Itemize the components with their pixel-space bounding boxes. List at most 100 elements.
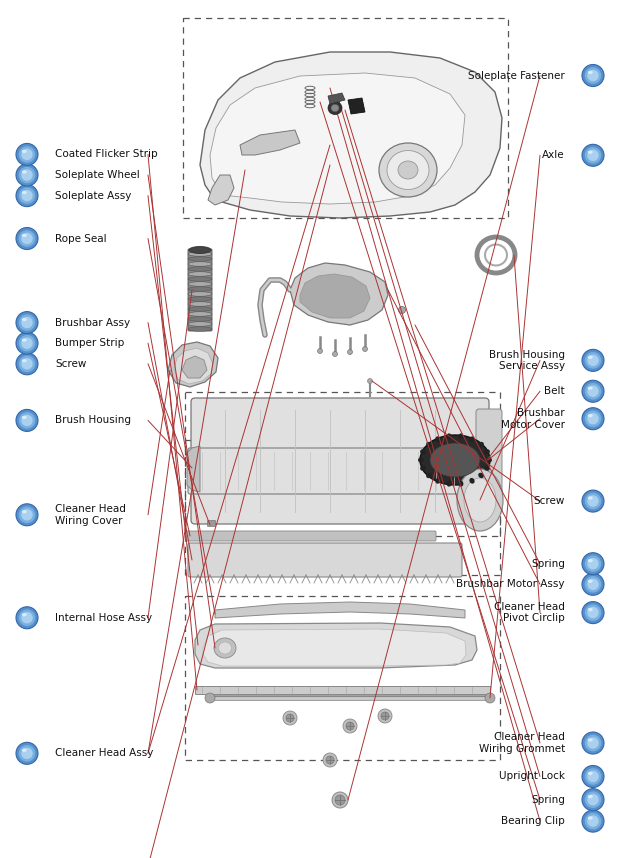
Circle shape — [587, 413, 599, 425]
Text: Brush Housing
Service Assy: Brush Housing Service Assy — [489, 349, 565, 372]
Ellipse shape — [588, 579, 593, 583]
Ellipse shape — [188, 327, 212, 331]
Ellipse shape — [188, 262, 212, 266]
Text: Brushbar
Motor Cover: Brushbar Motor Cover — [501, 408, 565, 430]
Ellipse shape — [328, 101, 342, 114]
Circle shape — [19, 355, 35, 372]
Text: Upright Lock: Upright Lock — [499, 771, 565, 782]
Text: Axle: Axle — [542, 150, 565, 160]
Circle shape — [21, 612, 33, 624]
FancyBboxPatch shape — [188, 249, 212, 331]
Circle shape — [587, 607, 599, 619]
Text: Soleplate Assy: Soleplate Assy — [55, 190, 131, 201]
Ellipse shape — [464, 478, 496, 522]
Circle shape — [587, 737, 599, 749]
Circle shape — [21, 148, 33, 160]
Text: Screw: Screw — [55, 359, 86, 369]
Circle shape — [205, 693, 215, 703]
Circle shape — [585, 410, 601, 427]
Ellipse shape — [379, 143, 437, 197]
Polygon shape — [168, 342, 218, 387]
Circle shape — [585, 352, 601, 369]
Polygon shape — [187, 446, 200, 492]
Text: Soleplate Fastener: Soleplate Fastener — [468, 70, 565, 81]
Circle shape — [368, 378, 373, 384]
Ellipse shape — [430, 443, 480, 477]
Ellipse shape — [22, 149, 27, 153]
Ellipse shape — [588, 771, 593, 775]
Ellipse shape — [588, 386, 593, 390]
Ellipse shape — [435, 437, 441, 442]
Ellipse shape — [331, 105, 339, 112]
Text: Bumper Strip: Bumper Strip — [55, 338, 124, 348]
Circle shape — [582, 408, 604, 430]
Circle shape — [332, 792, 348, 808]
Circle shape — [587, 770, 599, 782]
Ellipse shape — [469, 478, 475, 484]
Circle shape — [16, 504, 38, 526]
Ellipse shape — [189, 246, 211, 253]
Polygon shape — [240, 130, 300, 155]
Ellipse shape — [588, 496, 593, 499]
Circle shape — [332, 352, 337, 357]
Circle shape — [21, 747, 33, 759]
Ellipse shape — [485, 245, 507, 265]
Circle shape — [19, 335, 35, 352]
Circle shape — [363, 347, 368, 352]
Ellipse shape — [188, 317, 212, 321]
Circle shape — [317, 348, 322, 353]
Ellipse shape — [22, 748, 27, 752]
Ellipse shape — [588, 150, 593, 154]
Circle shape — [283, 711, 297, 725]
Ellipse shape — [188, 267, 212, 271]
Circle shape — [21, 358, 33, 370]
Ellipse shape — [188, 297, 212, 301]
Circle shape — [323, 753, 337, 767]
Text: Cleaner Head
Wiring Cover: Cleaner Head Wiring Cover — [55, 504, 126, 526]
Ellipse shape — [458, 433, 463, 439]
Circle shape — [19, 314, 35, 331]
Ellipse shape — [588, 738, 593, 741]
Circle shape — [585, 555, 601, 572]
Ellipse shape — [588, 607, 593, 611]
Circle shape — [587, 815, 599, 827]
Text: Spring: Spring — [531, 559, 565, 569]
Text: Rope Seal: Rope Seal — [55, 233, 107, 244]
Polygon shape — [300, 274, 370, 318]
Circle shape — [19, 146, 35, 163]
Ellipse shape — [22, 233, 27, 237]
Circle shape — [587, 149, 599, 161]
Polygon shape — [182, 356, 207, 378]
Polygon shape — [195, 623, 477, 668]
Circle shape — [21, 337, 33, 349]
Ellipse shape — [22, 317, 27, 321]
Ellipse shape — [486, 457, 492, 462]
Circle shape — [16, 311, 38, 334]
Ellipse shape — [188, 302, 212, 306]
Circle shape — [19, 230, 35, 247]
Ellipse shape — [22, 359, 27, 362]
Polygon shape — [290, 263, 388, 325]
Circle shape — [21, 317, 33, 329]
Ellipse shape — [484, 466, 490, 471]
Circle shape — [585, 734, 601, 752]
Ellipse shape — [478, 473, 484, 478]
Circle shape — [346, 722, 354, 730]
Ellipse shape — [435, 478, 441, 484]
Circle shape — [587, 495, 599, 507]
Circle shape — [347, 349, 353, 354]
Ellipse shape — [398, 161, 418, 179]
Circle shape — [582, 732, 604, 754]
Circle shape — [582, 810, 604, 832]
Circle shape — [16, 332, 38, 354]
Ellipse shape — [22, 613, 27, 616]
Circle shape — [19, 412, 35, 429]
Circle shape — [335, 795, 345, 805]
Ellipse shape — [418, 457, 424, 462]
Text: Cleaner Head Assy: Cleaner Head Assy — [55, 748, 153, 758]
FancyBboxPatch shape — [186, 531, 436, 541]
Circle shape — [21, 233, 33, 245]
Ellipse shape — [484, 450, 490, 455]
Circle shape — [582, 573, 604, 595]
Circle shape — [21, 190, 33, 202]
